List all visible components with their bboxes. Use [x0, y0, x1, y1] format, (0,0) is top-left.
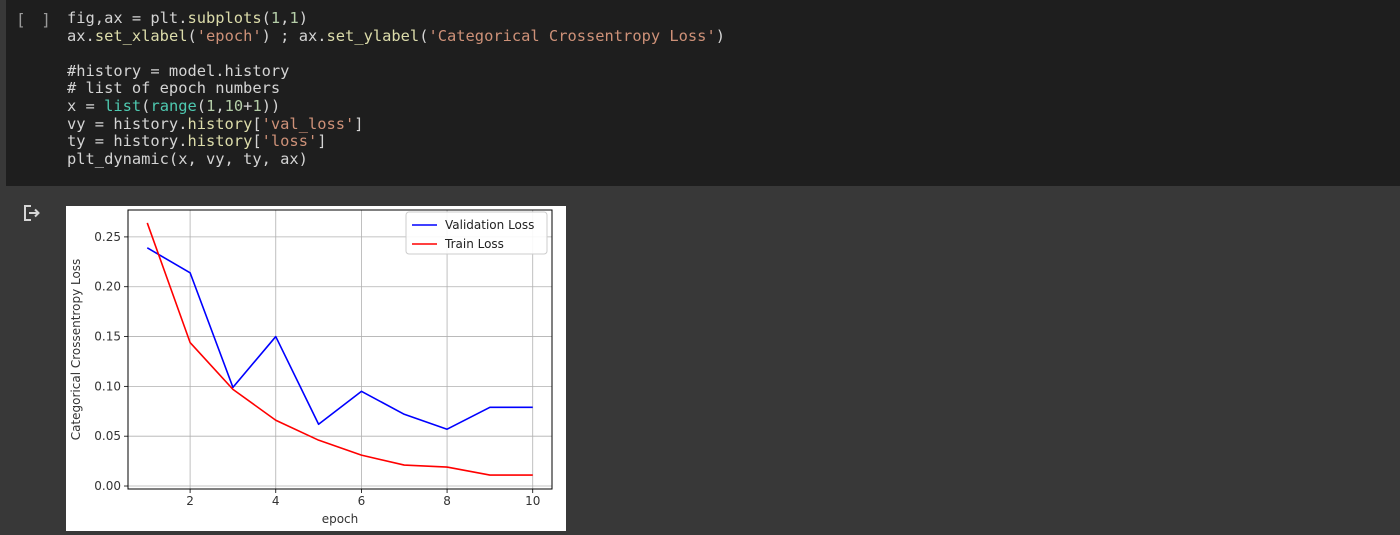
code-token: set_ylabel — [326, 26, 420, 45]
x-tick-label: 6 — [358, 494, 366, 508]
y-tick-label: 0.00 — [94, 479, 121, 493]
output-redirect-icon[interactable] — [22, 203, 42, 223]
code-token: history — [187, 114, 253, 133]
code-token: + — [243, 96, 253, 115]
x-tick-label: 2 — [186, 494, 194, 508]
y-axis-label: Categorical Crossentropy Loss — [69, 259, 83, 441]
series-line-0 — [146, 247, 533, 431]
y-tick-label: 0.15 — [94, 330, 121, 344]
code-token: 1 — [252, 96, 262, 115]
legend-label: Train Loss — [444, 237, 504, 251]
code-token: ] — [354, 114, 364, 133]
x-tick-label: 10 — [525, 494, 540, 508]
code-token: set_xlabel — [94, 26, 188, 45]
code-token: , — [280, 9, 290, 27]
code-line: #history = model.history — [67, 61, 725, 81]
code-token: ] — [317, 132, 327, 151]
x-axis-label: epoch — [322, 512, 359, 526]
code-token: ( — [419, 26, 429, 45]
code-token: ) ; ax. — [261, 26, 327, 45]
code-token: ( — [187, 26, 197, 45]
code-token: [ — [252, 114, 262, 133]
code-token: list — [104, 96, 142, 115]
y-tick-label: 0.20 — [94, 280, 121, 294]
output-cell: 2 4 6 8 10 0.00 0.05 0.10 0.15 0.20 0.25 epoch Cat… — [0, 186, 1400, 535]
code-line: fig,ax = plt.subplots(1,1) — [67, 9, 725, 28]
code-line: # list of epoch numbers — [67, 80, 725, 98]
code-token: 'val_loss' — [261, 114, 355, 133]
code-token: 'loss' — [261, 132, 318, 151]
code-token: 1 — [289, 9, 299, 27]
code-token: 10 — [224, 96, 244, 115]
code-line: plt_dynamic(x, vy, ty, ax) — [67, 149, 725, 169]
code-token: ax. — [67, 26, 95, 45]
code-token: [ — [252, 132, 262, 151]
code-line: ty = history.history['loss'] — [67, 132, 725, 151]
code-token: ) — [298, 9, 309, 27]
x-tick-label: 4 — [272, 494, 280, 508]
y-tick-label: 0.25 — [94, 230, 121, 244]
series-line-1 — [146, 222, 533, 476]
x-tick-label: 8 — [443, 494, 451, 508]
code-token: )) — [261, 96, 281, 115]
y-tick-label: 0.05 — [94, 429, 121, 443]
code-cell: [ ] fig,ax = plt.subplots(1,1) ax.set_xla… — [0, 0, 1400, 186]
code-token: , — [215, 96, 225, 115]
code-token: plt_dynamic(x, vy, ty, ax) — [67, 149, 308, 168]
code-token: #history = model.history — [67, 61, 290, 80]
code-line: vy = history.history['val_loss'] — [67, 114, 725, 134]
code-token: vy = history. — [67, 114, 188, 133]
code-token: ty = history. — [67, 132, 188, 151]
code-token: # list of epoch numbers — [67, 79, 281, 98]
code-token: 'Categorical Crossentropy Loss' — [428, 26, 716, 45]
code-token: 'epoch' — [196, 26, 262, 45]
code-token: 1 — [206, 96, 216, 115]
loss-chart-svg: 2 4 6 8 10 0.00 0.05 0.10 0.15 0.20 0.25 epoch Cat… — [69, 209, 553, 526]
code-line: x = list(range(1,10+1)) — [67, 96, 725, 116]
code-token: fig,ax = plt. — [67, 9, 188, 27]
code-token: ( — [141, 96, 151, 115]
code-text[interactable]: fig,ax = plt.subplots(1,1) ax.set_xlabel(… — [67, 9, 725, 169]
loss-chart: 2 4 6 8 10 0.00 0.05 0.10 0.15 0.20 0.25 epoch Cat… — [66, 206, 566, 531]
code-token: subplots — [187, 9, 262, 27]
y-tick-label: 0.10 — [94, 379, 121, 393]
code-token: 1 — [270, 9, 281, 27]
code-token: x = — [67, 96, 105, 115]
code-line — [67, 45, 725, 63]
legend-box — [405, 211, 548, 255]
code-token: history — [187, 132, 253, 151]
axes-frame — [127, 209, 553, 490]
run-cell-button[interactable]: [ ] — [16, 10, 54, 29]
code-editor[interactable] — [6, 0, 1400, 186]
legend-label: Validation Loss — [445, 218, 534, 232]
legend: Validation Loss Train Loss — [405, 211, 548, 255]
code-token: ( — [196, 96, 207, 115]
code-token: ( — [261, 9, 271, 27]
code-line: ax.set_xlabel('epoch') ; ax.set_ylabel('… — [67, 26, 725, 46]
code-token: range — [150, 96, 197, 115]
code-token: ) — [715, 26, 725, 45]
